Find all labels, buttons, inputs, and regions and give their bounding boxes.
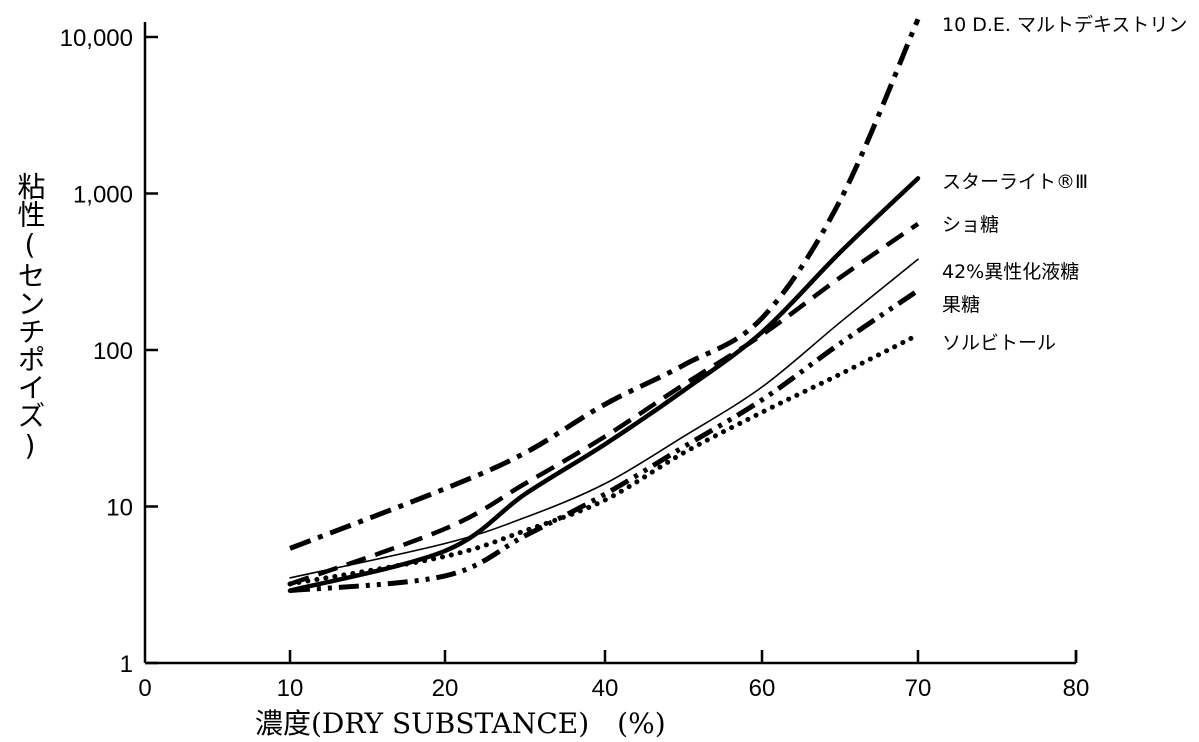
y-tick-label: 10,000 — [60, 25, 133, 52]
series-line — [289, 221, 920, 587]
y-tick-label: 1,000 — [73, 182, 133, 209]
series-label: 果糖 — [942, 294, 980, 316]
series-label: スターライト®Ⅲ — [942, 171, 1088, 193]
y-axis-label: 粘性(センチポイズ) — [14, 172, 47, 462]
series-line — [287, 176, 921, 593]
series-line — [287, 332, 921, 587]
x-tick-label: 70 — [905, 675, 932, 702]
x-tick-label: 20 — [432, 675, 459, 702]
x-axis-label: 濃度(DRY SUBSTANCE) (%) — [255, 707, 666, 740]
y-tick-label: 1 — [120, 651, 133, 678]
y-ticks: 1 10 100 1,000 10,000 — [60, 25, 158, 678]
series-label: 10 D.E. マルトデキストリン — [942, 14, 1187, 36]
series-label: ショ糖 — [942, 214, 999, 236]
series-line — [289, 258, 919, 579]
x-ticks: 0 10 20 40 60 70 80 — [138, 650, 1089, 702]
series-line — [289, 18, 921, 551]
series-line — [289, 288, 920, 594]
x-tick-label: 0 — [138, 675, 151, 702]
series-label: ソルビトール — [942, 332, 1056, 354]
series-label: 42%異性化液糖 — [942, 261, 1079, 283]
x-tick-label: 40 — [592, 675, 619, 702]
y-tick-label: 100 — [93, 338, 133, 365]
y-tick-label: 10 — [106, 495, 133, 522]
x-tick-label: 10 — [277, 675, 304, 702]
series-group — [287, 18, 921, 594]
x-tick-label: 60 — [749, 675, 776, 702]
x-tick-label: 80 — [1063, 675, 1090, 702]
axes — [143, 22, 1078, 665]
